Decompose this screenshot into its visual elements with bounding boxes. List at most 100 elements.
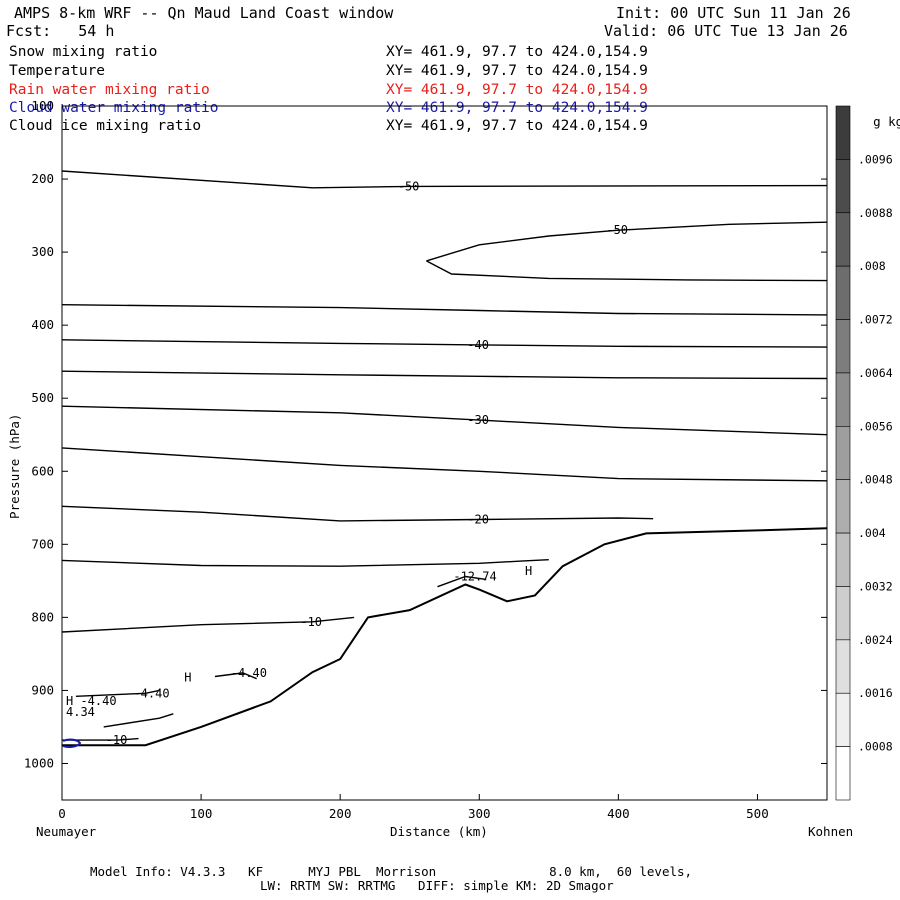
temperature-contour-13 [214, 672, 257, 680]
x-tick-label: 200 [329, 806, 352, 821]
y-tick-label: 200 [31, 171, 54, 186]
y-tick-label: 900 [31, 682, 54, 697]
cloud-water-contour [62, 738, 82, 748]
x-tick-label: 400 [607, 806, 630, 821]
right-station-label: Kohnen [808, 824, 854, 839]
field-xy: XY= 461.9, 97.7 to 424.0,154.9 [386, 63, 648, 79]
plot-frame [61, 105, 828, 801]
terrain-line [62, 527, 828, 747]
x-tick-label: 100 [190, 806, 213, 821]
colorbar-box [835, 319, 851, 374]
y-tick-label: 400 [31, 317, 54, 332]
x-tick-label: 0 [58, 806, 66, 821]
x-axis-label: Distance (km) [390, 824, 488, 839]
field-xy: XY= 461.9, 97.7 to 424.0,154.9 [386, 82, 648, 98]
temperature-contour-3 [61, 304, 828, 316]
colorbar-tick-label: .008 [858, 259, 886, 273]
temperature-contour-4 [61, 339, 828, 348]
temperature-contour-1 [426, 221, 828, 262]
temperature-contour-15 [62, 737, 139, 741]
colorbar-tick-label: .0096 [858, 152, 893, 166]
x-tick-label: 500 [746, 806, 769, 821]
y-tick-label: 1000 [24, 755, 54, 770]
model-info-line1: Model Info: V4.3.3 KF MYJ PBL Morrison 8… [90, 864, 693, 879]
colorbar-tick-label: .0072 [858, 313, 893, 327]
y-tick-label: 100 [31, 98, 54, 113]
colorbar-box [835, 586, 851, 641]
temperature-contours: -50 -50 -40 -30 -20 -10 -4.40 -4.40 -12.74 -10 [61, 170, 828, 747]
colorbar-tick-label: .0024 [858, 633, 893, 647]
colorbar-unit: g kg-1 [858, 102, 900, 128]
contour-label: -40 [467, 338, 489, 352]
max-label: 4.34 [66, 705, 95, 719]
temperature-contour-9 [61, 559, 549, 567]
colorbar-box [835, 479, 851, 534]
temperature-contour-6 [61, 405, 828, 436]
contour-label: -10 [106, 733, 128, 747]
colorbar-unit-text: g kg [873, 113, 900, 129]
contour-label: -20 [467, 512, 489, 526]
field-xy: XY= 461.9, 97.7 to 424.0,154.9 [386, 118, 648, 134]
y-tick-label: 300 [31, 244, 54, 259]
y-tick-label: 600 [31, 463, 54, 478]
init-time: Init: 00 UTC Sun 11 Jan 26 [616, 4, 851, 22]
field-name: Temperature [9, 63, 106, 79]
field-xy: XY= 461.9, 97.7 to 424.0,154.9 [386, 100, 648, 116]
colorbar-box [835, 639, 851, 694]
valid-time: Valid: 06 UTC Tue 13 Jan 26 [604, 22, 848, 40]
field-name: Snow mixing ratio [9, 44, 158, 60]
colorbar-box [835, 746, 851, 801]
temperature-contour-12 [103, 713, 174, 728]
forecast-hour: Fcst: 54 h [6, 22, 115, 40]
field-name: Cloud water mixing ratio [9, 100, 219, 116]
field-name: Cloud ice mixing ratio [9, 118, 202, 134]
max-label: H -4.40 [66, 694, 117, 708]
colorbar-box [835, 265, 851, 320]
temperature-contour-0 [61, 170, 828, 189]
colorbar-tick-label: .004 [858, 526, 886, 540]
contour-label: -4.40 [133, 686, 169, 700]
contour-label: -4.40 [231, 666, 267, 680]
colorbar-tick-label: .0016 [858, 686, 893, 700]
temperature-contour-2 [426, 260, 828, 282]
contour-label: -50 [398, 179, 420, 193]
y-tick-label: 500 [31, 390, 54, 405]
colorbar-box [835, 692, 851, 747]
y-tick-label: 700 [31, 536, 54, 551]
model-info-line2: LW: RRTM SW: RRTMG DIFF: simple KM: 2D S… [260, 878, 614, 893]
contour-label: -50 [606, 223, 628, 237]
temperature-contour-8 [61, 505, 654, 522]
colorbar-tick-label: .0032 [858, 579, 893, 593]
contour-label: -12.74 [453, 569, 496, 583]
colorbar-box [835, 105, 851, 160]
colorbar-box [835, 426, 851, 480]
colorbar-tick-label: .0056 [858, 419, 893, 433]
left-station-label: Neumayer [36, 824, 97, 839]
temperature-contour-10 [61, 616, 355, 633]
max-label: H [525, 564, 532, 578]
temperature-contour-7 [61, 447, 828, 482]
colorbar-box [835, 159, 851, 214]
temperature-contour-11 [75, 689, 160, 697]
y-axis-label: Pressure (hPa) [6, 413, 22, 519]
field-xy: XY= 461.9, 97.7 to 424.0,154.9 [386, 44, 648, 60]
colorbar-box [835, 532, 851, 587]
colorbar: .0096 .0088 .008 .0072 .0064 .0056 .0048 .004 .0… [835, 105, 893, 801]
colorbar-tick-label: .0048 [858, 473, 893, 487]
contour-label: -30 [467, 413, 489, 427]
y-tick-label: 800 [31, 609, 54, 624]
axis-ticks: 100 200 300 400 500 600 700 800 900 1000 0 100 200 30… [24, 98, 827, 821]
field-name: Rain water mixing ratio [9, 82, 210, 98]
temperature-contour-14 [437, 575, 487, 588]
max-label: H [184, 671, 191, 685]
chart-title: AMPS 8-km WRF -- Qn Maud Land Coast wind… [14, 4, 394, 22]
colorbar-box [835, 212, 851, 267]
colorbar-box [835, 372, 851, 427]
x-tick-label: 300 [468, 806, 491, 821]
contour-label: -10 [300, 615, 322, 629]
colorbar-tick-label: .0088 [858, 206, 893, 220]
colorbar-tick-label: .0064 [858, 366, 893, 380]
colorbar-tick-label: .0008 [858, 740, 893, 754]
temperature-contour-5 [61, 370, 828, 380]
